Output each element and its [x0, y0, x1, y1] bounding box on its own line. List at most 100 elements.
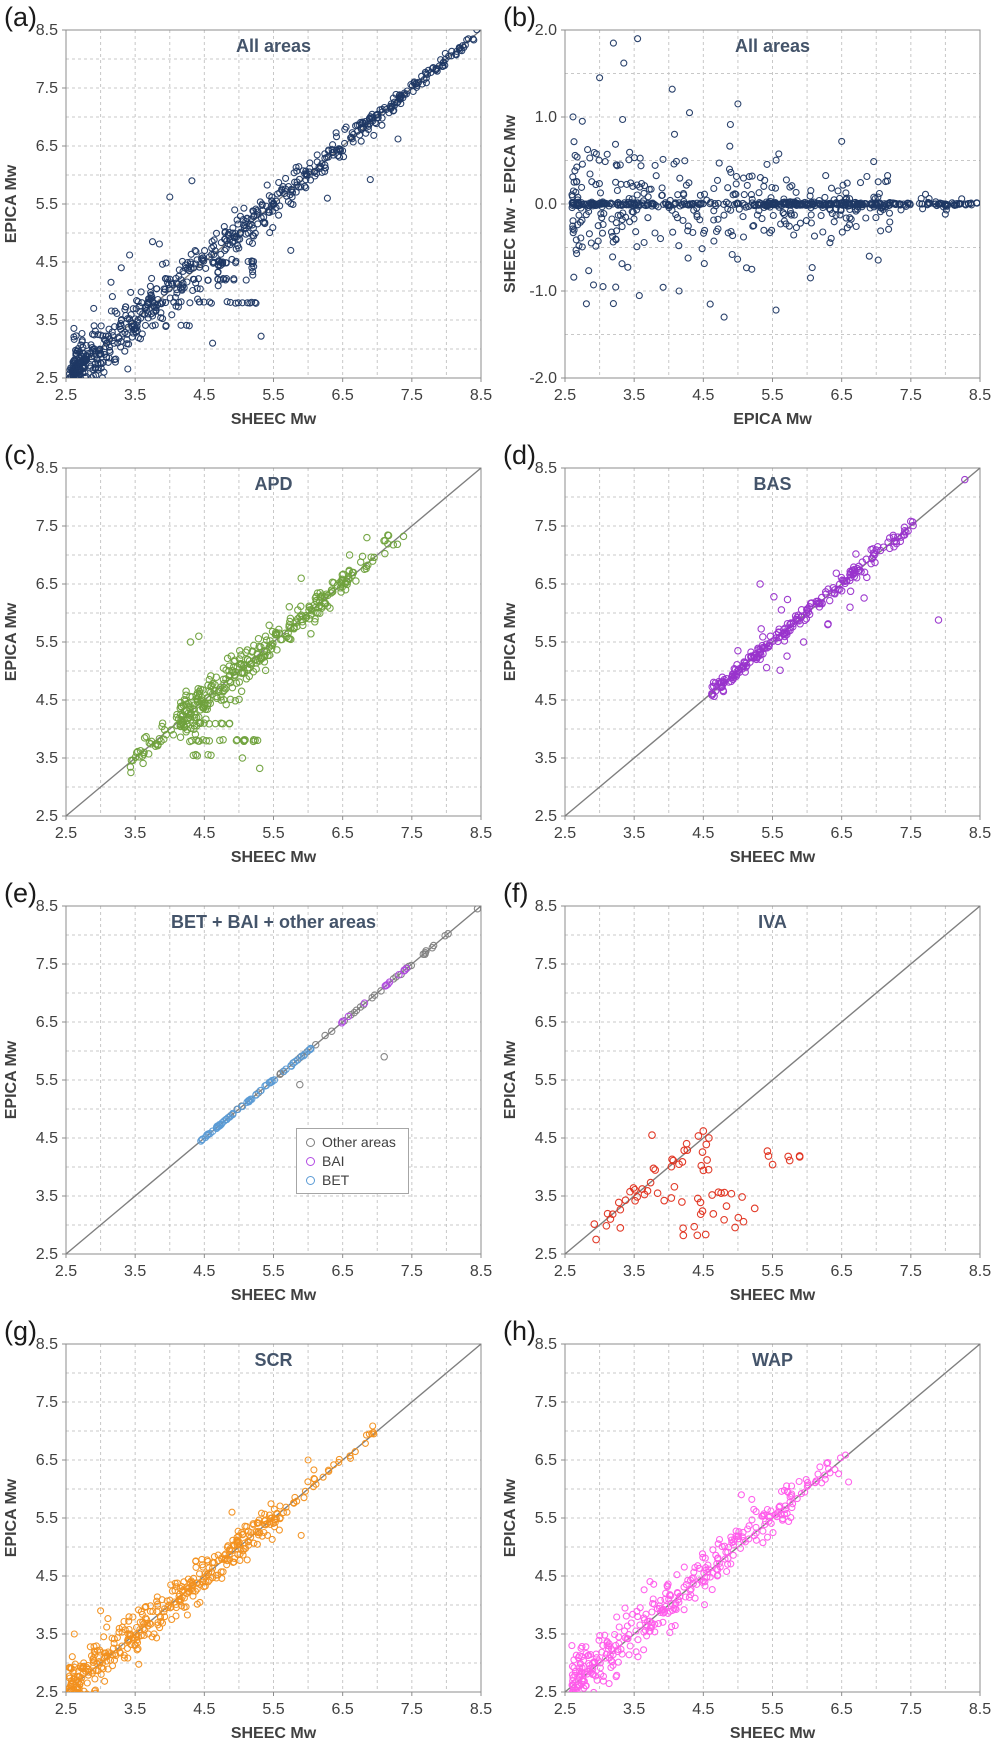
svg-text:5.5: 5.5 [262, 1701, 284, 1718]
svg-text:4.5: 4.5 [535, 1130, 557, 1147]
y-axis-label: EPICA Mw [3, 164, 20, 243]
svg-text:5.5: 5.5 [36, 1072, 58, 1089]
svg-text:8.5: 8.5 [36, 22, 58, 39]
svg-text:2.5: 2.5 [36, 370, 58, 387]
x-axis-label: SHEEC Mw [730, 1287, 816, 1304]
panel-letter-f: (f) [503, 878, 529, 908]
data-points [590, 1127, 804, 1244]
panel-title-c: APD [254, 474, 293, 494]
svg-text:4.5: 4.5 [36, 254, 58, 271]
axis-ticks: 2.5 3.5 4.5 5.5 6.5 7.5 8.5 2.5 3.5 4.5 5.5 6.5 7.5 8… [535, 898, 991, 1280]
svg-text:7.5: 7.5 [900, 387, 922, 404]
svg-text:5.5: 5.5 [761, 825, 783, 842]
svg-text:4.5: 4.5 [193, 1263, 215, 1280]
data-points [568, 35, 980, 321]
svg-text:6.5: 6.5 [332, 1263, 354, 1280]
y-axis-label: EPICA Mw [502, 1478, 519, 1557]
legend-entry-bai: BAI [306, 1153, 396, 1169]
y-axis-label: EPICA Mw [3, 1478, 20, 1557]
svg-text:8.5: 8.5 [535, 1336, 557, 1353]
legend-entry-other-areas: Other areas [306, 1134, 396, 1150]
x-axis-label: EPICA Mw [733, 411, 812, 428]
svg-text:2.5: 2.5 [554, 387, 576, 404]
scatter-plot-apd: 2.5 3.5 4.5 5.5 6.5 7.5 8.5 2.5 3.5 4.5 5.5 6.5 7.5 8… [3, 460, 492, 866]
data-points [568, 1451, 853, 1692]
y-axis-label: EPICA Mw [3, 602, 20, 681]
panel-g: (g) SCR 2.5 3.5 4.5 5.5 6.5 7.5 8.5 2.5 3.5 4.5 5.… [0, 1314, 499, 1752]
svg-text:3.5: 3.5 [36, 750, 58, 767]
panel-title-h: WAP [751, 1350, 793, 1370]
svg-text:5.5: 5.5 [262, 825, 284, 842]
panel-letter-b: (b) [503, 2, 536, 32]
svg-text:3.5: 3.5 [36, 312, 58, 329]
svg-text:4.5: 4.5 [692, 1701, 714, 1718]
panel-title-b: All areas [734, 36, 811, 56]
svg-text:3.5: 3.5 [124, 387, 146, 404]
svg-text:3.5: 3.5 [124, 1701, 146, 1718]
svg-text:8.5: 8.5 [36, 460, 58, 477]
panel-title-f: IVA [758, 912, 787, 932]
legend: Other areas BAI BET [296, 1128, 409, 1194]
svg-text:3.5: 3.5 [124, 825, 146, 842]
panel-f: (f) IVA 2.5 3.5 4.5 5.5 6.5 7.5 8.5 2.5 3.5 4.5 5.… [499, 876, 998, 1314]
svg-text:7.5: 7.5 [900, 825, 922, 842]
svg-text:3.5: 3.5 [623, 1263, 645, 1280]
svg-text:8.5: 8.5 [535, 898, 557, 915]
svg-text:3.5: 3.5 [535, 1626, 557, 1643]
svg-text:7.5: 7.5 [401, 1263, 423, 1280]
svg-text:7.5: 7.5 [36, 80, 58, 97]
axis-ticks: 2.5 3.5 4.5 5.5 6.5 7.5 8.5 2.5 3.5 4.5 5.5 6.5 7.5 8… [535, 460, 991, 842]
svg-text:2.5: 2.5 [55, 1701, 77, 1718]
axis-ticks: 2.5 3.5 4.5 5.5 6.5 7.5 8.5 2.5 3.5 4.5 5.5 6.5 7.5 8… [36, 1336, 492, 1718]
svg-text:6.5: 6.5 [36, 138, 58, 155]
y-axis-label: SHEEC Mw - EPICA Mw [502, 114, 519, 293]
axis-ticks: 2.5 3.5 4.5 5.5 6.5 7.5 8.5 2.5 3.5 4.5 5.5 6.5 7.5 8… [535, 1336, 991, 1718]
svg-text:5.5: 5.5 [36, 196, 58, 213]
svg-text:3.5: 3.5 [623, 825, 645, 842]
panel-title-g: SCR [254, 1350, 293, 1370]
svg-text:2.5: 2.5 [55, 387, 77, 404]
svg-text:2.5: 2.5 [55, 1263, 77, 1280]
scatter-plot-all-areas: 2.5 3.5 4.5 5.5 6.5 7.5 8.5 2.5 3.5 4.5 5.5 6.5 7.5 8… [3, 22, 492, 428]
svg-text:2.5: 2.5 [36, 808, 58, 825]
data-points [66, 1422, 378, 1692]
svg-text:2.5: 2.5 [554, 1263, 576, 1280]
scatter-plot-iva: 2.5 3.5 4.5 5.5 6.5 7.5 8.5 2.5 3.5 4.5 5.5 6.5 7.5 8… [502, 898, 991, 1304]
svg-text:5.5: 5.5 [262, 387, 284, 404]
scatter-plot-bas: 2.5 3.5 4.5 5.5 6.5 7.5 8.5 2.5 3.5 4.5 5.5 6.5 7.5 8… [502, 460, 991, 866]
svg-text:8.5: 8.5 [470, 825, 492, 842]
svg-text:6.5: 6.5 [535, 576, 557, 593]
svg-text:4.5: 4.5 [193, 1701, 215, 1718]
svg-text:8.5: 8.5 [969, 387, 991, 404]
x-axis-label: SHEEC Mw [730, 849, 816, 866]
svg-text:2.5: 2.5 [554, 825, 576, 842]
svg-text:7.5: 7.5 [535, 1394, 557, 1411]
svg-text:3.5: 3.5 [36, 1188, 58, 1205]
data-points [197, 906, 481, 1145]
axis-ticks: 2.5 3.5 4.5 5.5 6.5 7.5 8.5 -2.0 -1.0 0.0 1.0 2.0 [529, 22, 991, 404]
svg-text:0.0: 0.0 [535, 196, 557, 213]
axis-ticks: 2.5 3.5 4.5 5.5 6.5 7.5 8.5 2.5 3.5 4.5 5.5 6.5 7.5 8… [36, 460, 492, 842]
panel-d: (d) BAS 2.5 3.5 4.5 5.5 6.5 7.5 8.5 2.5 3.5 4.5 5.… [499, 438, 998, 876]
svg-text:5.5: 5.5 [36, 1510, 58, 1527]
svg-text:3.5: 3.5 [124, 1263, 146, 1280]
svg-text:5.5: 5.5 [535, 1510, 557, 1527]
scatter-plot-bet-bai-other: 2.5 3.5 4.5 5.5 6.5 7.5 8.5 2.5 3.5 4.5 5.5 6.5 7.5 8… [3, 898, 492, 1304]
svg-text:6.5: 6.5 [332, 387, 354, 404]
panel-letter-h: (h) [503, 1316, 536, 1346]
legend-label-bet: BET [322, 1172, 350, 1188]
x-axis-label: SHEEC Mw [231, 849, 317, 866]
circle-marker-icon [306, 1175, 315, 1185]
svg-text:6.5: 6.5 [535, 1014, 557, 1031]
svg-text:4.5: 4.5 [692, 387, 714, 404]
svg-text:8.5: 8.5 [969, 1263, 991, 1280]
legend-label-other-areas: Other areas [322, 1134, 396, 1150]
svg-text:3.5: 3.5 [36, 1626, 58, 1643]
x-axis-label: SHEEC Mw [231, 411, 317, 428]
svg-text:4.5: 4.5 [535, 1568, 557, 1585]
svg-text:7.5: 7.5 [401, 1701, 423, 1718]
svg-text:8.5: 8.5 [36, 898, 58, 915]
svg-text:4.5: 4.5 [193, 387, 215, 404]
svg-text:-1.0: -1.0 [529, 283, 557, 300]
svg-text:6.5: 6.5 [332, 1701, 354, 1718]
